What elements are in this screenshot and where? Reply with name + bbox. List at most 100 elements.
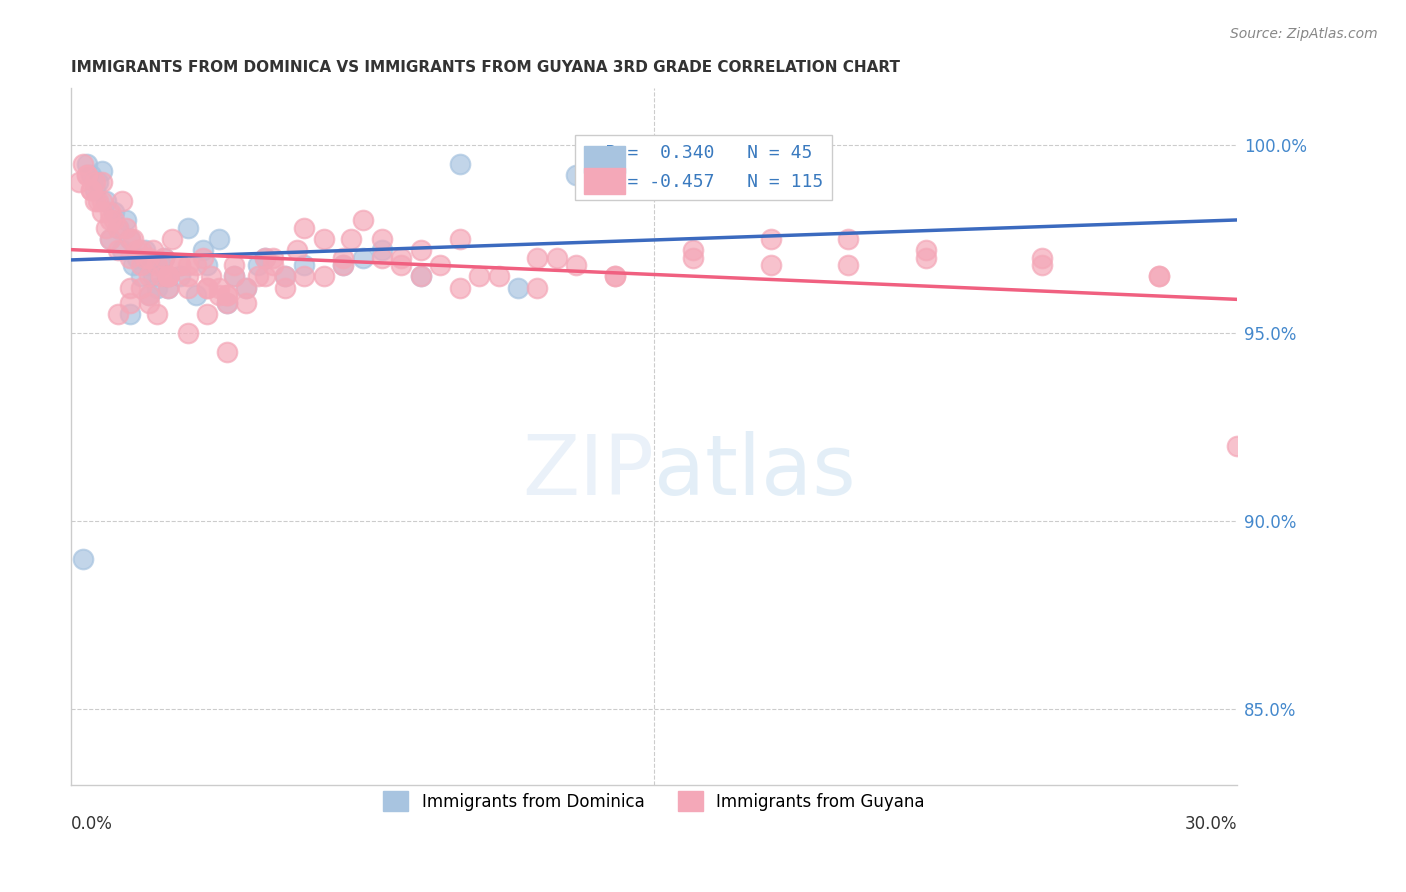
Point: [449, 232, 471, 246]
Point: [134, 243, 156, 257]
Point: [371, 251, 394, 265]
Point: [142, 269, 165, 284]
Point: [134, 251, 156, 265]
Point: [254, 251, 277, 265]
Point: [103, 213, 125, 227]
Point: [274, 269, 297, 284]
Point: [292, 220, 315, 235]
Point: [149, 269, 172, 284]
Point: [138, 269, 160, 284]
Point: [91, 164, 114, 178]
Point: [759, 258, 782, 272]
Point: [98, 205, 121, 219]
Text: Source: ZipAtlas.com: Source: ZipAtlas.com: [1230, 27, 1378, 41]
Point: [118, 232, 141, 246]
Point: [546, 251, 568, 265]
Point: [107, 243, 129, 257]
Point: [149, 258, 172, 272]
Point: [177, 326, 200, 340]
Point: [138, 288, 160, 302]
Point: [274, 281, 297, 295]
Point: [111, 194, 134, 209]
Point: [409, 243, 432, 257]
Point: [96, 194, 118, 209]
Point: [157, 269, 180, 284]
Point: [83, 183, 105, 197]
Point: [208, 281, 231, 295]
Point: [157, 281, 180, 295]
Point: [603, 269, 626, 284]
Point: [449, 281, 471, 295]
Point: [208, 232, 231, 246]
Point: [215, 344, 238, 359]
Point: [391, 258, 413, 272]
Point: [224, 269, 246, 284]
Point: [98, 232, 121, 246]
Point: [184, 288, 207, 302]
Point: [292, 269, 315, 284]
Point: [215, 296, 238, 310]
Point: [292, 258, 315, 272]
Text: atlas: atlas: [654, 431, 856, 512]
Point: [603, 269, 626, 284]
Point: [98, 232, 121, 246]
Point: [246, 258, 269, 272]
Point: [79, 183, 101, 197]
Point: [915, 251, 938, 265]
Point: [114, 220, 136, 235]
Point: [169, 258, 191, 272]
Point: [127, 243, 149, 257]
FancyBboxPatch shape: [583, 146, 624, 172]
Point: [122, 258, 145, 272]
Point: [215, 288, 238, 302]
Point: [682, 251, 704, 265]
Point: [72, 156, 94, 170]
Point: [91, 175, 114, 189]
Point: [371, 243, 394, 257]
Point: [235, 281, 257, 295]
Point: [526, 251, 548, 265]
Point: [200, 269, 222, 284]
Point: [83, 194, 105, 209]
Point: [138, 258, 160, 272]
Point: [915, 243, 938, 257]
Point: [79, 183, 101, 197]
Point: [184, 258, 207, 272]
Point: [254, 251, 277, 265]
Point: [254, 269, 277, 284]
Point: [76, 168, 98, 182]
Point: [195, 281, 218, 295]
Point: [1031, 251, 1053, 265]
Point: [215, 296, 238, 310]
Point: [526, 281, 548, 295]
Point: [91, 194, 114, 209]
Point: [195, 281, 218, 295]
Point: [468, 269, 491, 284]
Point: [759, 232, 782, 246]
Point: [129, 258, 152, 272]
Point: [285, 243, 308, 257]
Point: [352, 213, 374, 227]
Point: [177, 269, 200, 284]
Point: [72, 551, 94, 566]
Point: [506, 281, 529, 295]
Point: [1147, 269, 1170, 284]
Point: [193, 243, 215, 257]
Point: [340, 232, 363, 246]
Point: [224, 258, 246, 272]
Point: [162, 232, 184, 246]
Point: [118, 296, 141, 310]
Point: [129, 269, 152, 284]
Point: [224, 269, 246, 284]
Point: [262, 258, 284, 272]
Point: [145, 307, 167, 321]
Point: [96, 220, 118, 235]
Point: [246, 269, 269, 284]
Point: [169, 269, 191, 284]
Point: [103, 205, 125, 219]
Point: [391, 251, 413, 265]
Point: [129, 243, 152, 257]
Point: [565, 258, 588, 272]
FancyBboxPatch shape: [583, 168, 624, 194]
Point: [449, 156, 471, 170]
